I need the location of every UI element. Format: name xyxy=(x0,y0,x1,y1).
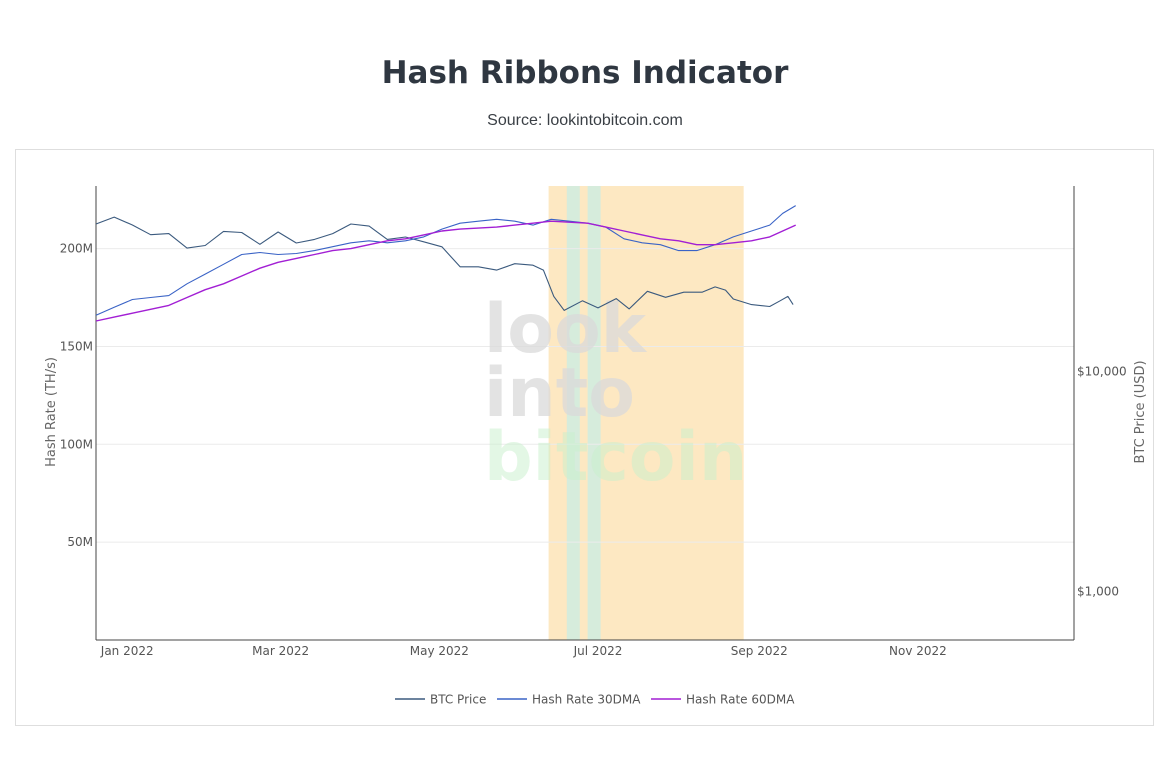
legend-item-2[interactable]: Hash Rate 30DMA xyxy=(497,693,641,707)
x-tick-label: Jul 2022 xyxy=(573,644,623,658)
x-tick-label: Mar 2022 xyxy=(252,644,309,658)
recovery-band-2 xyxy=(587,186,601,640)
y-left-tick-label: 200M xyxy=(60,242,93,256)
capitulation-band xyxy=(548,186,744,640)
chart-title: Hash Ribbons Indicator xyxy=(381,55,789,91)
y-right-tick-label: $1,000 xyxy=(1077,584,1119,598)
y-right-tick-label: $10,000 xyxy=(1077,365,1127,379)
x-tick-label: Jan 2022 xyxy=(100,644,154,658)
x-tick-label: Sep 2022 xyxy=(731,644,788,658)
y-left-tick-label: 100M xyxy=(60,437,93,451)
chart-panel xyxy=(15,149,1154,726)
legend-label: Hash Rate 60DMA xyxy=(686,693,795,707)
series-line-3 xyxy=(95,220,796,322)
grid-layer xyxy=(96,248,1074,543)
series-line-2 xyxy=(95,205,796,316)
watermark: look into bitcoin xyxy=(484,290,747,497)
axes-layer xyxy=(95,186,1075,641)
recovery-band-1 xyxy=(566,186,580,640)
legend[interactable]: BTC Price Hash Rate 30DMA Hash Rate 60DMA xyxy=(395,693,795,707)
bands-layer xyxy=(548,186,744,640)
x-tick-label: Nov 2022 xyxy=(889,644,947,658)
y-left-axis-title: Hash Rate (TH/s) xyxy=(44,357,59,467)
legend-label: Hash Rate 30DMA xyxy=(532,693,641,707)
ticks-layer: Jan 2022 Mar 2022 May 2022 Jul 2022 Sep 2022… xyxy=(60,242,1127,658)
y-left-tick-label: 50M xyxy=(67,535,93,549)
legend-label: BTC Price xyxy=(430,693,486,707)
chart-subtitle: Source: lookintobitcoin.com xyxy=(487,112,683,129)
watermark-bitcoin: bitcoin xyxy=(484,418,747,497)
watermark-look: look xyxy=(484,290,648,369)
watermark-into: into xyxy=(484,354,635,433)
y-left-tick-label: 150M xyxy=(60,339,93,353)
legend-item-3[interactable]: Hash Rate 60DMA xyxy=(651,693,795,707)
series-layer xyxy=(95,205,796,322)
y-right-axis-title: BTC Price (USD) xyxy=(1133,360,1148,463)
legend-item-1[interactable]: BTC Price xyxy=(395,693,486,707)
x-tick-label: May 2022 xyxy=(410,644,469,658)
series-line-1 xyxy=(95,216,794,311)
